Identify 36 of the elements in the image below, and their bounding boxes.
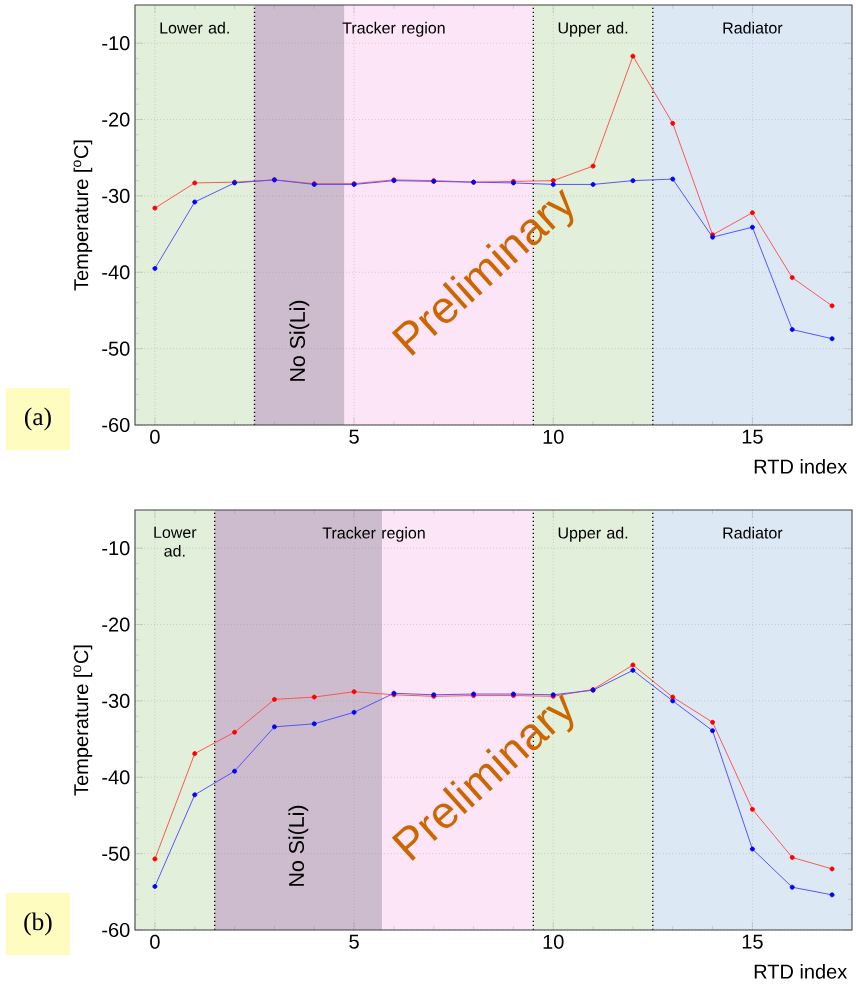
x-axis-title: RTD index [754,964,848,979]
x-tick-label: 5 [349,429,359,444]
y-tick-label: -30 [102,693,130,708]
y-tick-label: -20 [102,617,130,632]
band-label: Radiator [723,526,783,539]
band-label: Lower ad. [154,526,197,557]
y-tick-label: -40 [102,770,130,785]
y-tick-label: -20 [102,112,130,127]
y-tick-label: -60 [102,417,130,433]
x-tick-label: 15 [742,934,763,949]
band-label: No Si(Li) [288,805,309,886]
band-label: Upper ad. [558,526,628,542]
band-label: Tracker region [342,21,445,37]
y-tick-label: -30 [102,188,130,203]
x-axis-title: RTD index [754,459,848,474]
x-tick-label: 15 [742,429,763,444]
y-tick-label: -50 [102,341,130,356]
y-axis-title: Temperature [$^{o}$C] [73,140,93,291]
band-label: Upper ad. [558,21,628,37]
y-tick-label: -60 [102,922,130,938]
y-axis-title: Temperature [$^{o}$C] [73,645,93,796]
text: (b) [24,912,52,936]
x-tick-label: 5 [349,934,359,949]
band-label: No Si(Li) [289,300,310,381]
band-label: Tracker region [322,526,425,542]
x-tick-label: 0 [150,429,160,444]
band-label: Radiator [723,21,783,34]
text: (a) [24,407,51,431]
y-tick-label: -50 [102,846,130,861]
y-tick-label: -40 [102,265,130,280]
y-tick-label: -10 [102,541,130,556]
band-label: Lower ad. [160,21,229,34]
y-tick-label: -10 [102,36,130,51]
x-tick-label: 10 [543,934,564,949]
x-tick-label: 0 [150,934,160,949]
x-tick-label: 10 [543,429,564,444]
